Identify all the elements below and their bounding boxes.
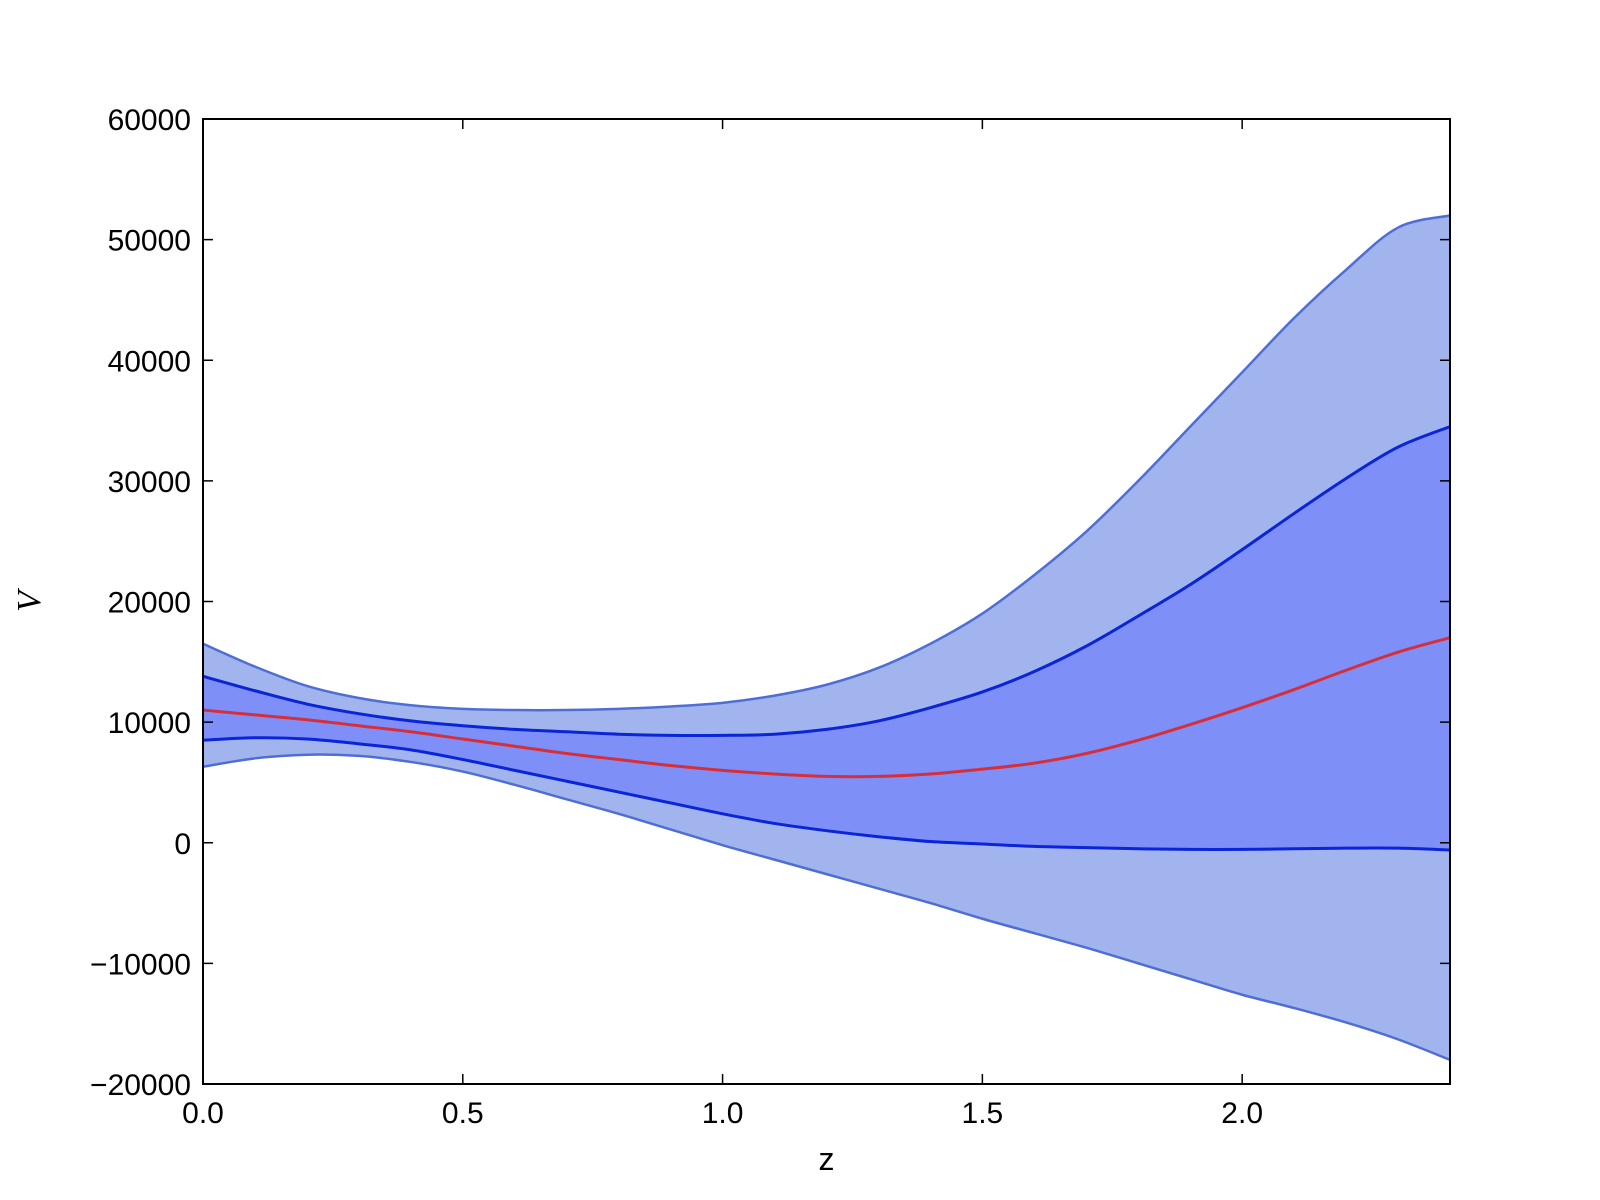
x-tick-label: 1.5: [962, 1097, 1004, 1130]
x-tick-labels: 0.0 0.5 1.0 1.5 2.0: [182, 1097, 1263, 1130]
outer-lower-line: [202, 753, 1451, 1062]
y-axis-label: V: [11, 587, 48, 612]
x-tick-label: 2.0: [1221, 1097, 1263, 1130]
x-tick-label: 1.0: [702, 1097, 744, 1130]
y-tick-label: 60000: [108, 104, 191, 137]
y-tick-label: −10000: [90, 948, 191, 981]
inner-confidence-band: [203, 426, 1450, 850]
x-tick-label: 0.0: [182, 1097, 224, 1130]
outer-upper-line: [202, 214, 1451, 712]
x-tick-label: 0.5: [442, 1097, 484, 1130]
y-tick-labels: −20000 −10000 0 10000 20000 30000 40000 50000 60…: [90, 104, 191, 1102]
confidence-bands: [203, 215, 1450, 1060]
y-tick-label: 30000: [108, 466, 191, 499]
inner-lower-line: [202, 736, 1451, 852]
y-tick-label: 0: [174, 828, 191, 861]
median-line: [202, 636, 1451, 779]
y-tick-label: 10000: [108, 707, 191, 740]
series-lines: [202, 214, 1451, 1062]
y-tick-label: 20000: [108, 587, 191, 620]
y-tick-label: 50000: [108, 225, 191, 258]
x-axis-label: z: [819, 1141, 835, 1177]
inner-upper-line: [202, 425, 1451, 738]
y-tick-label: 40000: [108, 345, 191, 378]
axis-ticks: [202, 118, 1450, 1085]
y-tick-label: −20000: [90, 1069, 191, 1102]
